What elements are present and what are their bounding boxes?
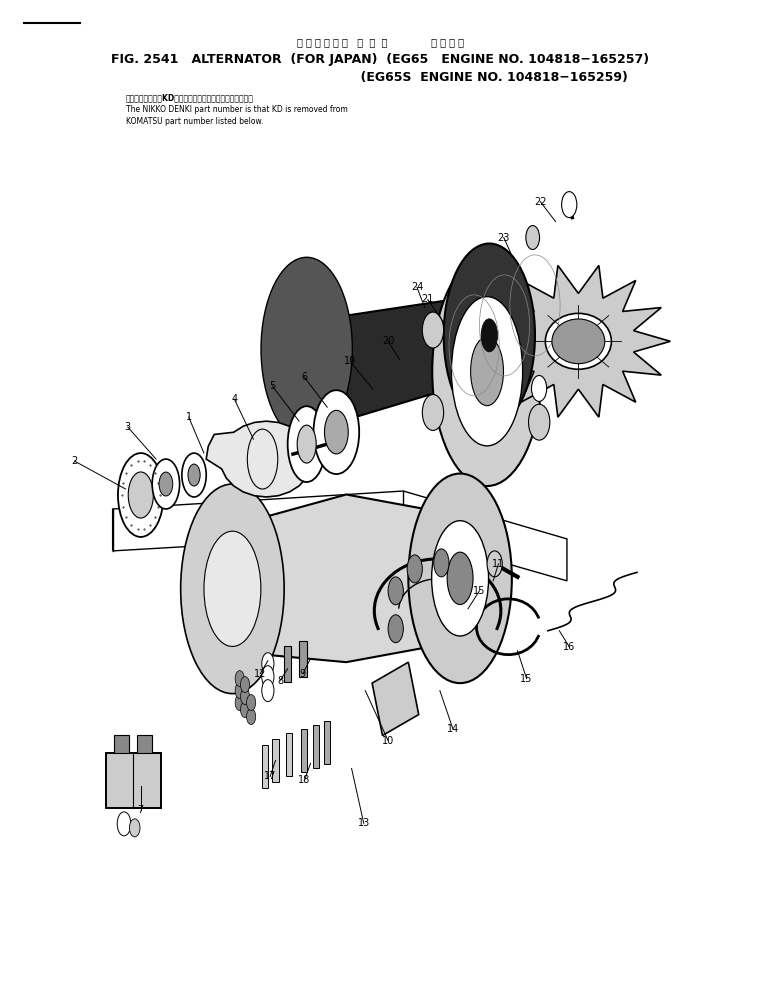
Text: 1: 1 — [186, 412, 192, 422]
Text: 2: 2 — [72, 456, 78, 466]
Ellipse shape — [422, 394, 444, 430]
Ellipse shape — [240, 702, 250, 718]
Ellipse shape — [152, 459, 180, 509]
Text: 16: 16 — [563, 642, 575, 652]
Text: 3: 3 — [125, 422, 131, 432]
Ellipse shape — [129, 818, 140, 836]
Ellipse shape — [118, 453, 164, 537]
Text: KOMATSU part number listed below.: KOMATSU part number listed below. — [126, 117, 263, 127]
Text: (EG65S  ENGINE NO. 104818−165259): (EG65S ENGINE NO. 104818−165259) — [133, 71, 628, 85]
FancyBboxPatch shape — [106, 753, 161, 808]
Ellipse shape — [388, 577, 403, 605]
Polygon shape — [486, 265, 670, 417]
Ellipse shape — [235, 671, 244, 687]
Bar — [301, 729, 307, 772]
Ellipse shape — [407, 555, 422, 583]
Ellipse shape — [117, 812, 131, 836]
Bar — [286, 733, 292, 776]
Ellipse shape — [180, 484, 284, 694]
Text: FIG. 2541   ALTERNATOR  (FOR JAPAN)  (EG65   ENGINE NO. 104818−165257): FIG. 2541 ALTERNATOR (FOR JAPAN) (EG65 E… — [111, 53, 650, 67]
Text: 22: 22 — [534, 197, 546, 207]
Text: オ ル タ ネ ー タ   国  内  向              適 用 号 機: オ ル タ ネ ー タ 国 内 向 適 用 号 機 — [297, 37, 464, 47]
Ellipse shape — [128, 472, 154, 518]
Ellipse shape — [240, 689, 250, 705]
Ellipse shape — [188, 464, 200, 486]
Ellipse shape — [204, 531, 261, 647]
Ellipse shape — [444, 244, 535, 427]
Ellipse shape — [388, 615, 403, 643]
Ellipse shape — [431, 521, 489, 636]
Ellipse shape — [288, 406, 326, 482]
Text: 12: 12 — [254, 669, 266, 679]
Text: 6: 6 — [301, 372, 307, 382]
Text: 5: 5 — [269, 381, 275, 391]
Ellipse shape — [247, 709, 256, 725]
Ellipse shape — [262, 680, 274, 702]
Polygon shape — [372, 663, 419, 736]
Text: 13: 13 — [358, 818, 370, 828]
Text: The NIKKO DENKI part number is that KD is removed from: The NIKKO DENKI part number is that KD i… — [126, 105, 347, 115]
Ellipse shape — [451, 296, 523, 446]
Ellipse shape — [235, 683, 244, 699]
Text: 18: 18 — [298, 775, 310, 785]
Bar — [324, 721, 330, 764]
Bar — [137, 735, 152, 753]
Text: 20: 20 — [382, 336, 394, 346]
Ellipse shape — [434, 549, 449, 577]
Text: 11: 11 — [492, 559, 505, 569]
Ellipse shape — [552, 319, 605, 363]
Text: 7: 7 — [138, 805, 144, 815]
Text: 15: 15 — [473, 586, 486, 596]
Polygon shape — [307, 294, 489, 432]
Text: 9: 9 — [300, 669, 306, 679]
Text: 品番のメーカ記号KDを除いたものが日興電機の品番です。: 品番のメーカ記号KDを除いたものが日興電機の品番です。 — [126, 93, 253, 103]
Polygon shape — [232, 495, 460, 663]
Ellipse shape — [422, 312, 444, 348]
Ellipse shape — [324, 410, 349, 454]
Ellipse shape — [235, 695, 244, 711]
Ellipse shape — [432, 256, 542, 486]
Text: 23: 23 — [498, 233, 510, 243]
Text: 10: 10 — [382, 736, 394, 746]
Ellipse shape — [297, 425, 317, 463]
Text: 21: 21 — [422, 294, 434, 304]
Ellipse shape — [409, 473, 512, 683]
Ellipse shape — [529, 404, 550, 440]
Text: 8: 8 — [277, 676, 283, 686]
Ellipse shape — [487, 551, 502, 577]
Ellipse shape — [562, 192, 577, 218]
Text: 24: 24 — [411, 282, 423, 292]
Text: 4: 4 — [231, 394, 237, 404]
Ellipse shape — [481, 318, 498, 352]
Text: 19: 19 — [344, 356, 356, 366]
Bar — [284, 646, 291, 682]
Ellipse shape — [470, 337, 504, 406]
Text: 14: 14 — [447, 724, 459, 734]
Ellipse shape — [531, 375, 546, 401]
Ellipse shape — [182, 453, 206, 497]
Ellipse shape — [262, 666, 274, 688]
Ellipse shape — [240, 677, 250, 693]
Ellipse shape — [546, 313, 611, 369]
Ellipse shape — [262, 653, 274, 675]
Ellipse shape — [447, 552, 473, 605]
Polygon shape — [206, 416, 330, 497]
Bar — [262, 745, 268, 788]
Ellipse shape — [314, 390, 359, 474]
Ellipse shape — [247, 695, 256, 711]
Text: 15: 15 — [521, 674, 533, 684]
Text: 17: 17 — [264, 771, 276, 781]
Bar — [272, 739, 279, 782]
Ellipse shape — [159, 472, 173, 496]
Bar — [299, 641, 307, 677]
Bar — [114, 735, 129, 753]
Ellipse shape — [526, 226, 540, 250]
Ellipse shape — [261, 257, 352, 441]
Bar — [313, 725, 319, 768]
